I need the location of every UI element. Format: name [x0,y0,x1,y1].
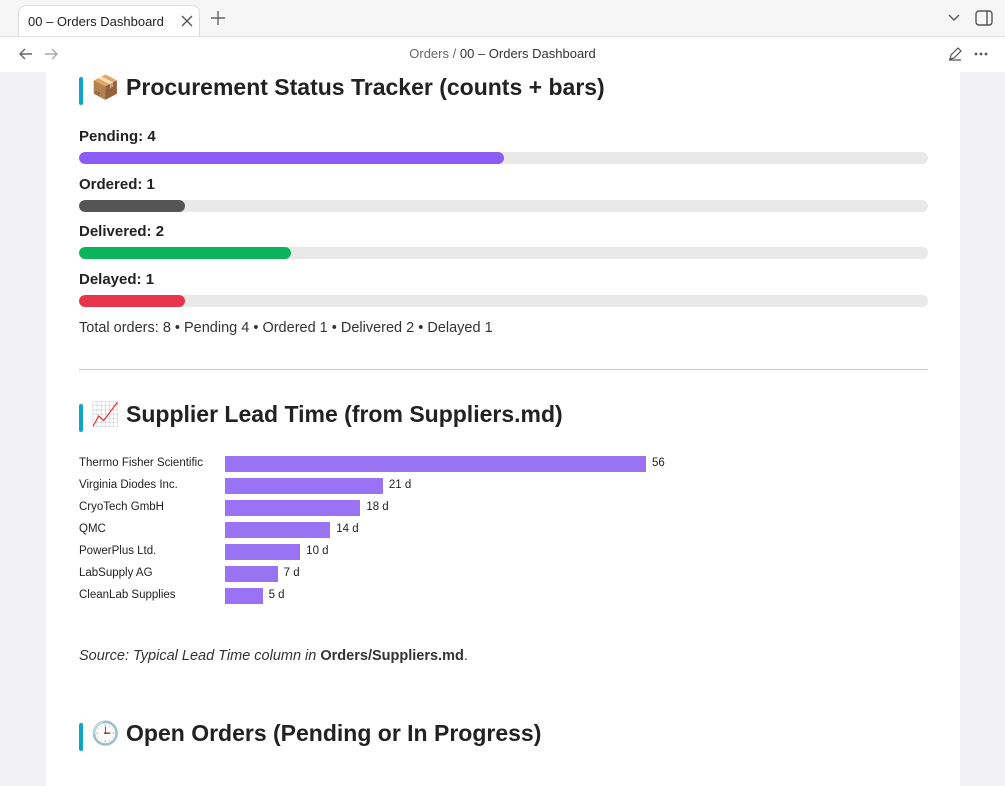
source-prefix: Source: Typical Lead Time column in [79,648,317,664]
value-label: 14 d [336,523,359,535]
breadcrumb-separator: / [452,46,457,61]
status-label: Delayed: 1 [79,270,155,288]
lead-time-bar [225,566,278,582]
tab[interactable]: 00 – Orders Dashboard [18,5,200,36]
heading-accent [79,77,83,105]
lead-time-bar [225,500,361,516]
value-label: 56 [652,457,665,469]
status-summary: Total orders: 8 • Pending 4 • Ordered 1 … [79,320,493,336]
status-label: Ordered: 1 [79,175,155,193]
lead-time-chart: Thermo Fisher Scientific 56 Virginia Diode… [79,456,928,616]
edit-icon[interactable] [948,47,962,61]
back-icon[interactable] [19,48,33,60]
heading-accent [79,723,83,751]
status-bar [79,294,186,307]
forward-icon[interactable] [44,48,58,60]
status-label: Delivered: 2 [79,223,165,240]
supplier-label: LabSupply AG [79,567,153,579]
status-track [79,294,928,307]
breadcrumb-file: 00 – Orders Dashboard [459,46,596,61]
tab-bar: 00 – Orders Dashboard [0,0,1005,36]
value-label: 18 d [366,501,389,513]
heading-accent [79,404,83,432]
source-suffix: . [463,648,468,664]
lead-time-bar [225,588,263,604]
breadcrumb-folder[interactable]: Orders [409,46,449,61]
status-label: Pending: 4 [79,128,156,145]
lead-time-bar [225,522,331,538]
divider [79,369,928,370]
section-heading: 🕒 Open Orders (Pending or In Progress) [91,720,542,746]
section-heading: 📦 Procurement Status Tracker (counts + b… [91,74,605,100]
note-pane [46,72,960,786]
source-link[interactable]: Orders/Suppliers.md [320,648,464,664]
source-note: Source: Typical Lead Time column in Orde… [79,648,468,664]
supplier-label: PowerPlus Ltd. [79,545,157,557]
status-track [79,247,928,259]
value-label: 10 d [306,545,329,557]
status-bar [79,152,504,164]
status-bar [79,247,292,259]
supplier-label: CleanLab Supplies [79,589,176,601]
value-label: 7 d [283,567,300,579]
status-track [79,152,928,164]
lead-time-bar [225,478,383,494]
section-heading: 📈 Supplier Lead Time (from Suppliers.md) [91,401,563,427]
value-label: 21 d [388,479,412,491]
nav-bar: Orders / 00 – Orders Dashboard [0,36,1005,72]
lead-time-bar [225,456,646,472]
value-label: 5 d [268,589,285,601]
status-bar [79,199,186,212]
sidebar-toggle-icon[interactable] [975,10,993,26]
close-tab-icon[interactable] [181,15,193,27]
tab-list-icon[interactable] [948,14,960,22]
supplier-label: QMC [79,523,106,535]
status-track [79,199,928,212]
breadcrumb: Orders / 00 – Orders Dashboard [0,46,1005,61]
tab-title: 00 – Orders Dashboard [28,14,164,29]
supplier-label: Virginia Diodes Inc. [79,479,178,491]
supplier-label: Thermo Fisher Scientific [79,457,203,469]
supplier-label: CryoTech GmbH [79,501,164,513]
status-tracker: Pending: 4 Ordered: 1 Delivered: 2 Delayed:… [79,128,928,328]
more-icon[interactable] [974,52,988,56]
lead-time-bar [225,544,301,560]
new-tab-icon[interactable] [211,11,225,25]
